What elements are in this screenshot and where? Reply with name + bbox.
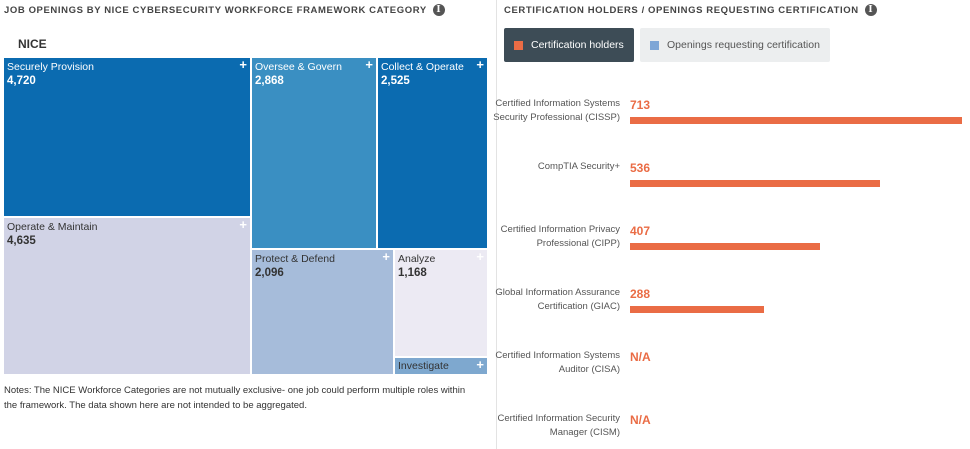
tile-oversee-govern[interactable]: Oversee & Govern 2,868 + <box>252 58 378 250</box>
cert-value-label: 407 <box>630 224 651 238</box>
tile-name: Protect & Defend <box>255 253 335 265</box>
legend-swatch <box>650 40 659 50</box>
cert-bar[interactable] <box>630 180 880 187</box>
cert-bar[interactable] <box>630 243 820 250</box>
tile-analyze[interactable]: Analyze 1,168 + <box>395 250 489 358</box>
cert-value-label: N/A <box>630 350 651 364</box>
certification-title-text: CERTIFICATION HOLDERS / OPENINGS REQUEST… <box>504 4 859 16</box>
tile-value: 2,525 <box>381 75 410 87</box>
tile-name: Analyze <box>398 253 436 265</box>
treemap-root-label: NICE <box>18 37 47 51</box>
tile-value: 1,168 <box>398 267 427 279</box>
cert-value-label: N/A <box>630 413 651 427</box>
tile-securely-provision[interactable]: Securely Provision 4,720 + <box>4 58 252 218</box>
cert-value-label: 713 <box>630 98 651 112</box>
tile-collect-operate[interactable]: Collect & Operate 2,525 + <box>378 58 489 250</box>
treemap-notes: Notes: The NICE Workforce Categories are… <box>4 385 466 411</box>
tile-name: Collect & Operate <box>381 61 464 73</box>
certification-title: CERTIFICATION HOLDERS / OPENINGS REQUEST… <box>504 4 877 16</box>
tile-operate-maintain[interactable]: Operate & Maintain 4,635 + <box>4 218 252 376</box>
section-divider <box>496 0 497 449</box>
cert-bar[interactable] <box>630 306 764 313</box>
expand-plus-icon[interactable]: + <box>476 249 484 264</box>
cert-value-label: 288 <box>630 287 651 301</box>
treemap-title: JOB OPENINGS BY NICE CYBERSECURITY WORKF… <box>4 4 445 16</box>
tile-name: Securely Provision <box>7 61 94 73</box>
tile-protect-defend[interactable]: Protect & Defend 2,096 + <box>252 250 395 376</box>
cert-label: CompTIA Security+ <box>537 161 620 172</box>
info-icon[interactable]: i <box>864 4 877 16</box>
tile-value: 2,096 <box>255 267 284 279</box>
cert-label: Global Information Assurance Certificati… <box>495 287 620 312</box>
tile-value: 4,720 <box>7 75 36 87</box>
cert-bar[interactable] <box>630 117 962 124</box>
expand-plus-icon[interactable]: + <box>476 57 484 72</box>
tile-name: Investigate <box>398 360 449 372</box>
tile-investigate[interactable]: Investigate + <box>395 358 489 376</box>
legend-swatch <box>514 40 523 50</box>
tile-name: Operate & Maintain <box>7 221 98 233</box>
expand-plus-icon[interactable]: + <box>239 217 247 232</box>
info-icon[interactable]: i <box>432 4 445 16</box>
tile-value: 2,868 <box>255 75 284 87</box>
expand-plus-icon[interactable]: + <box>365 57 373 72</box>
legend-openings-requesting-button[interactable]: Openings requesting certification <box>640 28 830 62</box>
cert-label: Certified Information Security Manager (… <box>497 413 621 438</box>
legend-certification-holders-button[interactable]: Certification holders <box>504 28 634 62</box>
expand-plus-icon[interactable]: + <box>476 357 484 372</box>
expand-plus-icon[interactable]: + <box>382 249 390 264</box>
tile-value: 4,635 <box>7 235 36 247</box>
cert-value-label: 536 <box>630 161 651 175</box>
legend-label: Certification holders <box>531 39 624 51</box>
tile-name: Oversee & Govern <box>255 61 342 73</box>
expand-plus-icon[interactable]: + <box>239 57 247 72</box>
cert-label: Certified Information Privacy Profession… <box>500 224 620 249</box>
cert-label: Certified Information Systems Auditor (C… <box>495 350 620 375</box>
cert-label: Certified Information Systems Security P… <box>493 98 620 123</box>
legend-label: Openings requesting certification <box>667 39 820 51</box>
treemap-title-text: JOB OPENINGS BY NICE CYBERSECURITY WORKF… <box>4 4 427 16</box>
